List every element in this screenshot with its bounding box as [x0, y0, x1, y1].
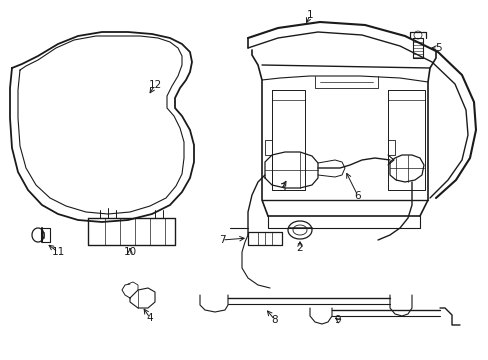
Text: 4: 4: [146, 313, 153, 323]
Text: 5: 5: [434, 43, 440, 53]
Text: 10: 10: [123, 247, 136, 257]
Text: 9: 9: [334, 315, 341, 325]
Text: 8: 8: [271, 315, 278, 325]
Text: 1: 1: [306, 10, 313, 20]
Text: 11: 11: [51, 247, 64, 257]
Text: 3: 3: [278, 183, 285, 193]
Text: 7: 7: [218, 235, 225, 245]
Text: 12: 12: [148, 80, 162, 90]
Text: 2: 2: [296, 243, 303, 253]
Text: 6: 6: [354, 191, 361, 201]
